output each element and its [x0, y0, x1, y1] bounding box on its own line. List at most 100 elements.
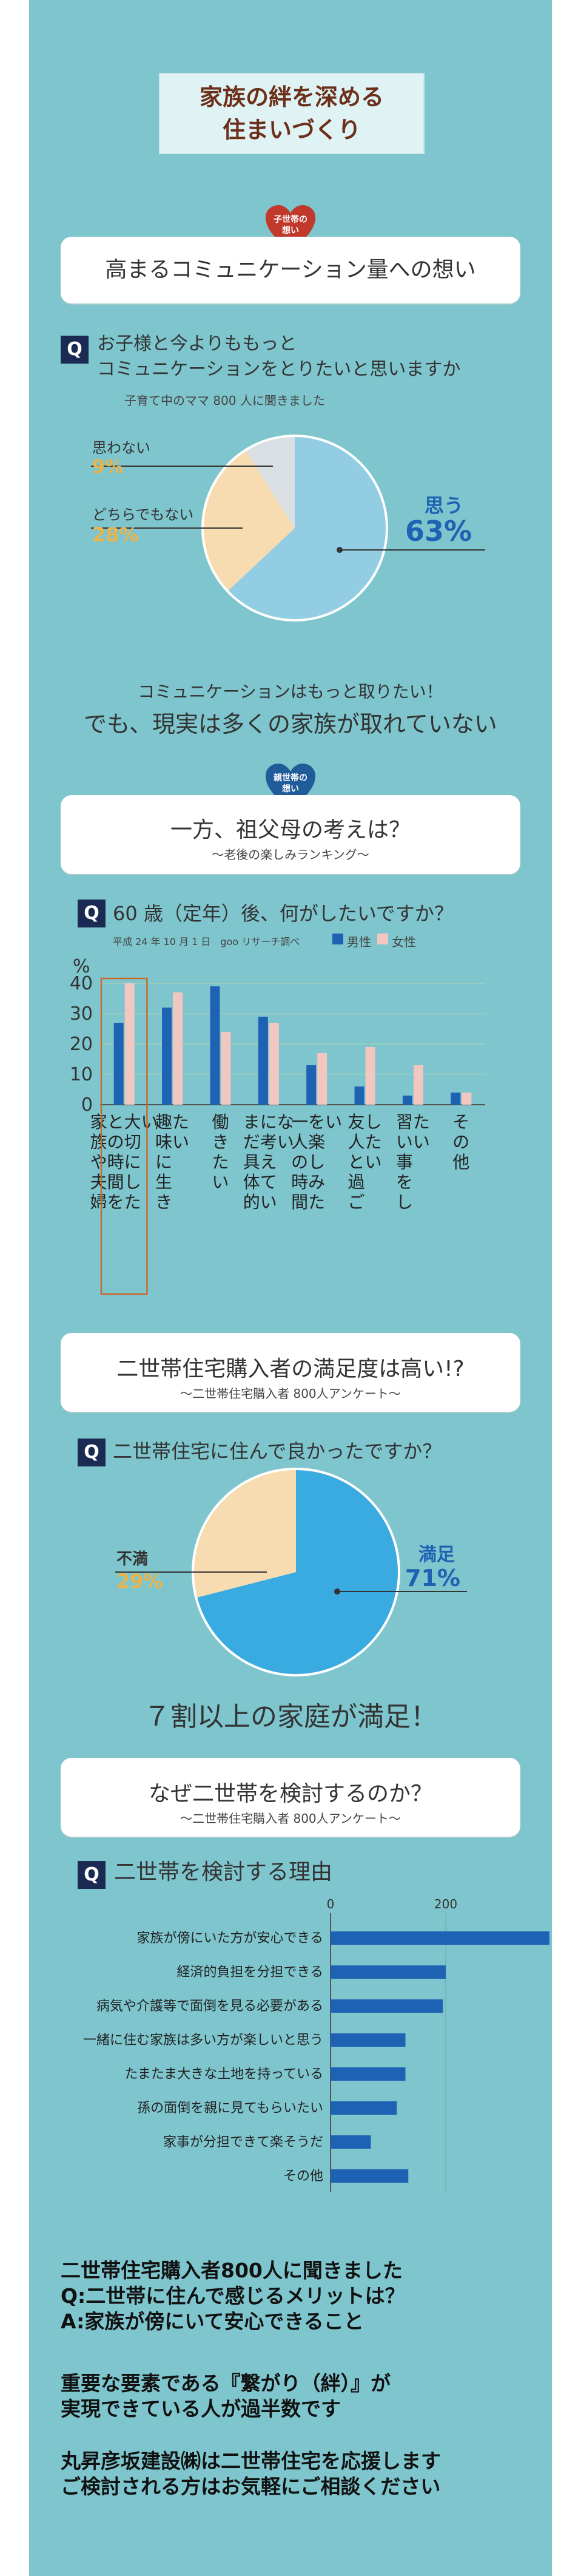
bar-reason [331, 2169, 409, 2183]
bar-male [258, 1017, 268, 1105]
section4-subtitle: ～二世帯住宅購入者 800人アンケート～ [180, 1811, 401, 1826]
x-tick-label-char: 大 [124, 1112, 141, 1132]
footer-line3: A:家族が傍にいて安心できること [61, 2310, 364, 2333]
x-tick-label-char: 切 [124, 1132, 141, 1152]
x-tick-label-char: と [107, 1112, 124, 1132]
page-background [29, 0, 552, 2576]
page-title-line1: 家族の絆を深める [199, 84, 384, 110]
x-tick-label-char: ま [243, 1112, 260, 1132]
section2-title: 一方、祖父母の考えは？ [170, 818, 411, 842]
section1-caption1: コミュニケーションはもっと取りたい！ [138, 682, 443, 702]
section3-title: 二世帯住宅購入者の満足度は高い!? [116, 1357, 465, 1381]
page-title-line2: 住まいづくり [222, 117, 361, 143]
section3-question: 二世帯住宅に住んで良かったですか？ [113, 1440, 442, 1463]
q-icon: Q [78, 1861, 106, 1889]
section1-question-line1: お子様と今よりももっと [97, 333, 297, 354]
pie2-leader-dot [334, 1588, 340, 1595]
x-tick-label-char: を [107, 1192, 124, 1212]
bar-male [354, 1086, 364, 1105]
section2-subtitle: ～老後の楽しみランキング～ [212, 847, 369, 862]
x-tick-label-char: た [172, 1112, 189, 1132]
pie1-value-no: 9% [92, 456, 123, 478]
x-tick-label-char: 人 [348, 1132, 365, 1152]
x-tick-label-char: ご [348, 1192, 365, 1212]
x-tick-label-char: そ [452, 1112, 469, 1132]
x-tick-label-char: た [212, 1152, 229, 1172]
x-tick-label-char: し [308, 1152, 325, 1172]
y-tick-label: 30 [70, 1003, 93, 1025]
x-tick-label-char: 楽 [308, 1132, 325, 1152]
pie1-slices [201, 435, 388, 622]
x-tick-label-char: て [260, 1172, 277, 1192]
x-tick-label-char: し [124, 1172, 141, 1192]
bar-male [306, 1065, 317, 1105]
footer-line1: 二世帯住宅購入者800人に聞きました [61, 2259, 403, 2282]
pie1-label-no: 思わない [92, 439, 150, 456]
x-tick-label-char: 人 [291, 1132, 308, 1152]
q-icon: Q [78, 1439, 106, 1466]
x-tick-label-char: た [413, 1112, 430, 1132]
pie1-leader-dot [337, 547, 343, 553]
pie1-label-neither: どちらでもない [92, 506, 194, 523]
x-tick-label-char: に [155, 1152, 172, 1172]
x-tick-label: 0 [327, 1897, 335, 1911]
heart-badge-child-line1: 子世帯の [274, 215, 307, 225]
x-tick-label-char: 婦 [90, 1192, 107, 1212]
bar-female [413, 1065, 423, 1105]
x-tick-label-char: い [277, 1132, 294, 1152]
pie2-value-sat: 71% [405, 1565, 460, 1591]
heart-badge-child-line2: 想い [282, 226, 299, 236]
x-tick-label-char: た [308, 1192, 325, 1212]
q-icon: Q [61, 336, 89, 364]
bar-male [451, 1093, 461, 1105]
x-tick-label-char: 時 [107, 1152, 124, 1172]
x-tick-label-char: 間 [291, 1192, 308, 1212]
x-tick-label-char: え [260, 1152, 277, 1172]
pie2-value-unsat: 29% [116, 1570, 163, 1593]
footer-line5: 実現できている人が過半数です [61, 2397, 341, 2421]
bar-reason [331, 1965, 446, 1979]
section2-bar-chart: %010203040家族や夫婦との時間を大切にしたい趣味に生きたい働きたいまだ具… [70, 956, 485, 1295]
bar-female [317, 1053, 327, 1105]
category-label: 家事が分担できて楽そうだ [163, 2135, 323, 2150]
section4-title: なぜ二世帯を検討するのか？ [148, 1781, 432, 1806]
x-tick-label-char: い [260, 1192, 277, 1212]
x-tick-label-char: 時 [291, 1172, 308, 1192]
section1-title: 高まるコミュニケーション量への想い [105, 257, 476, 282]
x-tick-label-char: の [291, 1152, 308, 1172]
legend-female: 女性 [392, 935, 416, 949]
footer-line2: Q:二世帯に住んで感じるメリットは？ [61, 2284, 405, 2308]
x-tick-label-char: い [212, 1172, 229, 1192]
section1-header: 高まるコミュニケーション量への想い [61, 237, 520, 303]
x-tick-label-char: 家 [90, 1112, 107, 1132]
pie-slice-1 [204, 451, 295, 591]
section3-header: 二世帯住宅購入者の満足度は高い!? ～二世帯住宅購入者 800人アンケート～ [61, 1333, 520, 1412]
pie1-label-yes: 思う [425, 494, 464, 517]
bar-female [365, 1047, 375, 1105]
q-icon: Q [78, 900, 106, 927]
page-title: 家族の絆を深める 住まいづくり [159, 73, 425, 154]
section1-note: 子育て中のママ 800 人に聞きました [124, 393, 325, 408]
x-tick-label-char: に [124, 1152, 141, 1172]
section1-caption2: でも、現実は多くの家族が取れていない [84, 711, 497, 737]
bar-male [402, 1096, 412, 1105]
x-tick-label-char: 族 [90, 1132, 107, 1152]
x-tick-label-char: 的 [243, 1192, 260, 1212]
bar-male [113, 1023, 124, 1105]
footer-text-block3: 丸昇彦坂建設㈱は二世帯住宅を応援します ご検討される方はお気軽にご相談ください [61, 2449, 522, 2500]
x-tick-label-char: た [365, 1132, 382, 1152]
pie1-value-yes: 63% [405, 515, 472, 547]
category-label: 経済的負担を分担できる [176, 1965, 323, 1980]
x-tick-label-char: に [260, 1112, 277, 1132]
y-tick-label: 40 [70, 973, 93, 994]
bar-reason [331, 2135, 371, 2149]
section3-subtitle: ～二世帯住宅購入者 800人アンケート～ [180, 1386, 401, 1401]
category-label: 病気や介護等で面倒を見る必要がある [96, 1999, 323, 2014]
pie1-value-neither: 28% [92, 523, 139, 546]
x-tick-label-char: だ [243, 1132, 260, 1152]
bar-male [210, 986, 220, 1105]
y-axis-unit: % [73, 956, 90, 977]
category-label: その他 [283, 2169, 323, 2184]
x-tick-label-char: み [308, 1172, 325, 1192]
legend-male: 男性 [347, 935, 371, 949]
